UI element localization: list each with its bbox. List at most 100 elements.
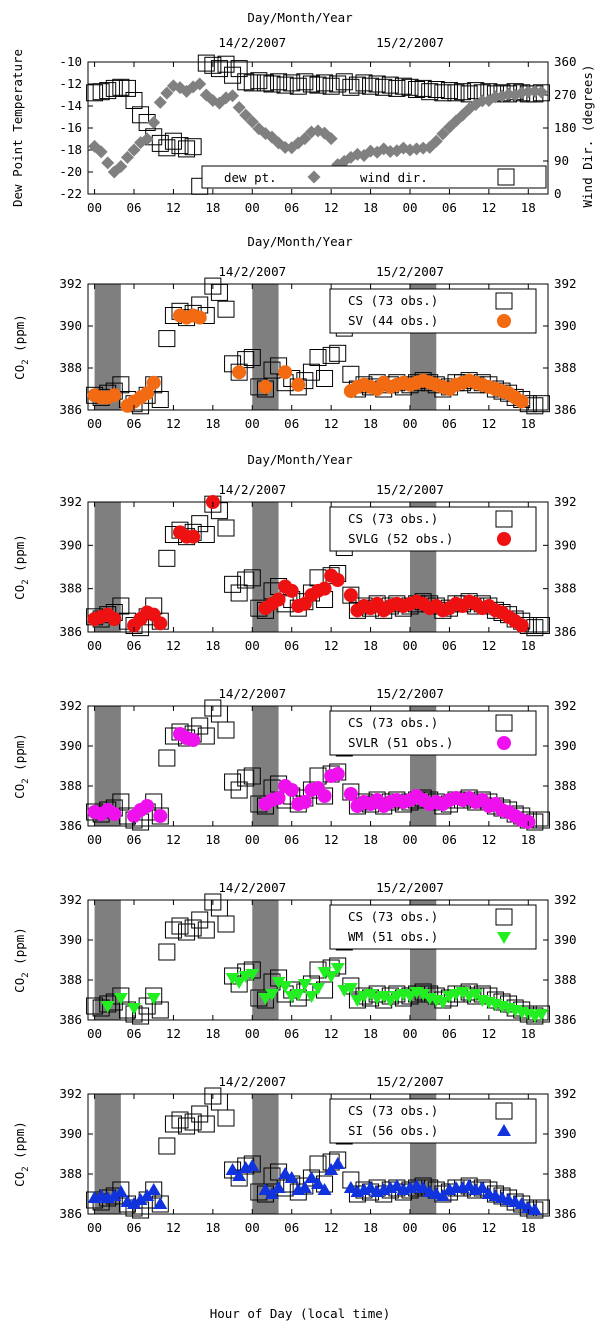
y2-tick-label: 392 <box>554 892 577 907</box>
svlr-point <box>317 789 332 803</box>
wind-dir-point <box>298 132 312 146</box>
dew-point-point <box>250 72 268 90</box>
cs-point <box>342 365 360 383</box>
legend-label: CS (73 obs.) <box>348 511 438 526</box>
x-tick-label: 00 <box>87 416 102 431</box>
y-tick-label: 388 <box>59 1166 82 1181</box>
si-point <box>389 1179 404 1191</box>
y2-tick-label: 392 <box>554 276 577 291</box>
svlr-point <box>271 791 286 805</box>
si-point <box>330 1157 345 1169</box>
si-point <box>416 1181 431 1193</box>
wm-point <box>297 979 312 991</box>
x-tick-label: 00 <box>87 1026 102 1041</box>
y2-tick-label: 388 <box>554 581 577 596</box>
legend-marker <box>497 314 511 328</box>
wm-point <box>127 1003 141 1015</box>
wm-point <box>435 997 450 1009</box>
x-tick-label: 06 <box>442 1220 457 1235</box>
cs-point <box>532 617 550 634</box>
y-axis-label-subscript: 2 <box>21 359 31 364</box>
cs-point <box>132 1007 150 1025</box>
cs-point <box>204 1087 222 1105</box>
x-tick-label: 18 <box>205 832 220 847</box>
x-tick-label: 06 <box>442 1026 457 1041</box>
dew-point-point <box>348 76 366 94</box>
legend-marker <box>495 292 513 310</box>
y2-tick-label: 390 <box>554 738 577 753</box>
y2-tick-label: 388 <box>554 972 577 987</box>
date-label: 14/2/2007 <box>218 686 286 701</box>
cs-point <box>210 1093 228 1111</box>
y-tick-label: 392 <box>59 1086 82 1101</box>
wm-point <box>363 989 378 1001</box>
svlg-point <box>330 573 345 587</box>
dew-point-point <box>427 81 445 98</box>
cs-point <box>217 300 235 318</box>
sv-point <box>232 365 247 380</box>
y-tick-label: -22 <box>59 186 82 201</box>
x-tick-label: 06 <box>284 638 299 653</box>
wind-dir-point <box>534 85 548 99</box>
wind-dir-point <box>193 77 207 91</box>
dew-point-point <box>421 83 439 101</box>
si-point <box>284 1171 299 1183</box>
x-tick-label: 06 <box>442 638 457 653</box>
wm-point <box>232 977 247 989</box>
dew-point-point <box>276 76 294 94</box>
dew-point-point <box>217 55 235 73</box>
date-label: 15/2/2007 <box>376 1074 444 1089</box>
cs-point <box>217 721 235 739</box>
y-axis-label: CO2 (ppm) <box>12 534 31 600</box>
cs-point <box>243 767 261 785</box>
x-tick-label: 00 <box>245 1026 260 1041</box>
x-tick-label: 06 <box>442 200 457 215</box>
chart-panel-3: 386 386 388 388 390 390 392 392 CS (73 obs.) SVLG… <box>12 482 577 653</box>
si-point <box>271 1181 286 1193</box>
wm-point <box>416 989 431 1001</box>
svlg-point <box>107 612 122 626</box>
svlr-point <box>297 795 312 809</box>
date-label: 14/2/2007 <box>218 1074 286 1089</box>
x-tick-label: 00 <box>245 416 260 431</box>
chart-title: Day/Month/Year <box>247 10 353 25</box>
y2-tick-label: 388 <box>554 1166 577 1181</box>
x-tick-label: 12 <box>481 200 496 215</box>
dew-point-point <box>210 60 228 78</box>
x-tick-label: 18 <box>521 832 536 847</box>
cs-point <box>256 991 274 1009</box>
x-tick-label: 00 <box>402 416 417 431</box>
dew-point-point <box>401 78 419 96</box>
si-point <box>146 1183 161 1195</box>
y2-tick-label: 390 <box>554 537 577 552</box>
y-tick-label: 386 <box>59 624 82 639</box>
dew-point-point <box>171 137 189 155</box>
sv-point <box>192 310 207 325</box>
x-tick-label: 00 <box>87 200 102 215</box>
cs-point <box>309 349 327 366</box>
sv-point <box>278 365 293 380</box>
cs-point <box>112 793 130 811</box>
x-tick-label: 06 <box>284 200 299 215</box>
x-tick-label: 00 <box>402 832 417 847</box>
legend-label: SVLG (52 obs.) <box>348 531 453 546</box>
wm-point <box>113 993 128 1005</box>
cs-point <box>171 917 189 935</box>
cs-point <box>158 943 176 961</box>
svlr-point <box>330 767 345 781</box>
x-tick-label: 06 <box>284 416 299 431</box>
si-point <box>317 1183 332 1195</box>
si-point <box>297 1181 312 1193</box>
y-axis-label: CO2 (ppm) <box>12 927 31 993</box>
dew-point-point <box>335 73 353 91</box>
x-tick-label: 12 <box>324 416 339 431</box>
y-tick-label: 386 <box>59 402 82 417</box>
dew-point-point <box>296 73 314 91</box>
si-point <box>462 1179 477 1191</box>
cs-point <box>151 1001 169 1019</box>
y2-tick-label: 386 <box>554 818 577 833</box>
dew-point-point <box>112 78 130 96</box>
sv-point <box>146 375 161 390</box>
y2-tick-label: 390 <box>554 932 577 947</box>
chart-panel-4: 386 386 388 388 390 390 392 392 CS (73 obs.) SVLR… <box>12 686 577 847</box>
